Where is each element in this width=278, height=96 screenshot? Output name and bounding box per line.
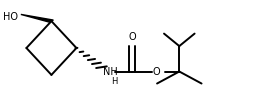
Text: HO: HO	[3, 12, 18, 22]
Polygon shape	[21, 14, 53, 22]
Text: O: O	[128, 32, 136, 42]
Text: NH: NH	[103, 67, 118, 77]
Text: O: O	[152, 67, 160, 77]
Text: H: H	[111, 77, 117, 86]
